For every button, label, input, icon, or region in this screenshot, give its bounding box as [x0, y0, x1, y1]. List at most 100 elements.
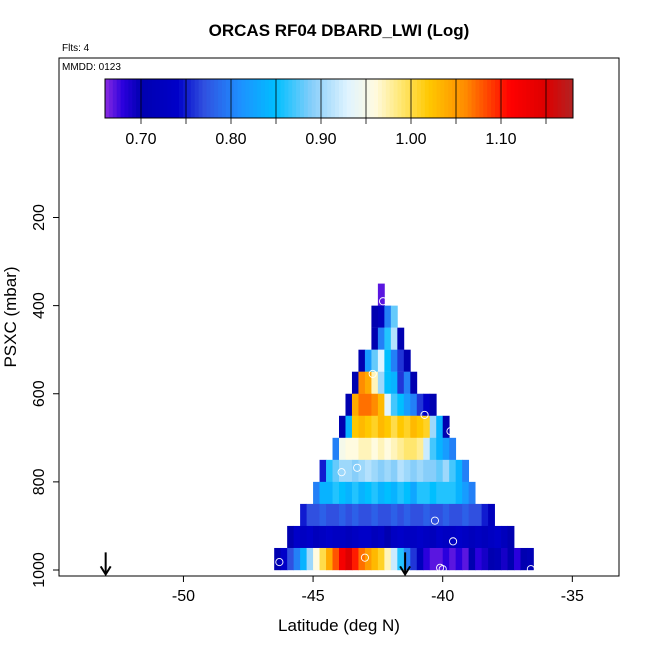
heatmap-cell [410, 371, 418, 394]
heatmap-cell [371, 371, 379, 394]
colorbar-tick-label: 0.90 [305, 131, 336, 148]
heatmap-cell [397, 525, 405, 549]
heatmap-cell [403, 393, 411, 416]
heatmap-cell [488, 547, 495, 571]
heatmap-cell [436, 415, 444, 439]
heatmap-cell [397, 349, 405, 372]
heatmap-cell [390, 305, 398, 328]
colorbar-segment [288, 79, 293, 118]
heatmap-cell [436, 481, 444, 505]
heatmap-cell [410, 503, 418, 527]
colorbar-tick-label: 0.80 [215, 131, 246, 148]
heatmap-cell [319, 547, 327, 571]
colorbar-segment [541, 79, 547, 118]
heatmap-cell [526, 547, 534, 571]
heatmap-cell [501, 547, 508, 571]
heatmap-cell [313, 481, 320, 505]
heatmap-cell [416, 503, 424, 527]
colorbar-segment [514, 79, 519, 118]
colorbar-segment [323, 79, 328, 118]
colorbar-segment [506, 79, 512, 118]
heatmap-cell [358, 459, 366, 483]
colorbar-segment [225, 79, 231, 118]
heatmap-cell [423, 415, 431, 439]
heatmap-cell [377, 327, 385, 350]
heatmap-cell [384, 305, 392, 328]
heatmap-cell [507, 547, 515, 571]
heatmap-cell [462, 481, 470, 505]
heatmap-cell [384, 459, 392, 483]
colorbar-segment [319, 79, 324, 118]
colorbar-segment [190, 79, 196, 118]
colorbar-segment [413, 79, 418, 118]
heatmap-cell [351, 371, 359, 394]
heatmap-cell [377, 437, 385, 461]
colorbar-segment [483, 79, 488, 118]
heatmap-cell [410, 525, 418, 549]
heatmap-cell [371, 393, 379, 416]
colorbar-segment [487, 79, 492, 118]
heatmap-cell [358, 415, 366, 439]
heatmap-cell [442, 547, 450, 571]
heatmap-cell [416, 437, 424, 461]
data-point [337, 468, 346, 477]
colorbar-segment [120, 79, 125, 118]
heatmap-cell [403, 503, 411, 527]
colorbar-segment [518, 79, 523, 118]
heatmap-cell [364, 393, 372, 416]
flight-points [275, 297, 535, 574]
heatmap-cell [390, 371, 398, 394]
colorbar-segment [136, 79, 141, 118]
data-point [521, 532, 530, 542]
heatmap-cell [358, 437, 366, 461]
heatmap-cell [397, 437, 405, 461]
heatmap-cell [319, 481, 327, 505]
heatmap-cell [410, 393, 418, 416]
colorbar-segment [557, 79, 562, 118]
heatmap-cell [455, 525, 463, 549]
heatmap-cell [410, 481, 418, 505]
colorbar-segment [159, 79, 164, 118]
plot-frame [58, 57, 620, 577]
colorbar-segment [456, 79, 461, 118]
colorbar-segment [183, 79, 188, 118]
colorbar-segment [237, 79, 242, 118]
colorbar-segment [315, 79, 320, 118]
heatmap-cell [403, 481, 411, 505]
heatmap-cell [345, 547, 353, 571]
heatmap-cell [345, 393, 353, 416]
heatmap-cell [423, 547, 431, 571]
heatmap-cell [436, 503, 444, 527]
colorbar-segment [303, 79, 309, 118]
colorbar-tick-label: 0.70 [125, 131, 156, 148]
heatmap-cell [364, 503, 372, 527]
heatmap-cell [423, 437, 431, 461]
data-point [353, 463, 362, 472]
colorbar-segment [471, 79, 476, 118]
heatmap-cell [384, 327, 392, 350]
heatmap-cell [339, 525, 346, 549]
x-axis: -50 -45 -40 -35 [172, 576, 584, 605]
heatmap-cell [449, 503, 457, 527]
colorbar-segment [491, 79, 496, 118]
heatmap-cell [468, 481, 476, 505]
heatmap-cell [345, 459, 353, 483]
colorbar-segment [526, 79, 531, 118]
x-tick-label: -50 [172, 588, 195, 605]
heatmap-cell [306, 503, 314, 527]
heatmap-cell [351, 481, 359, 505]
colorbar-segment [311, 79, 317, 118]
heatmap-cell [300, 547, 307, 571]
heatmap-cell [345, 503, 353, 527]
y-tick-label: 800 [31, 468, 48, 495]
heatmap-cell [423, 525, 431, 549]
colorbar-segment [155, 79, 161, 118]
heatmap-cell [397, 393, 405, 416]
heatmap-cell [390, 503, 398, 527]
data-point [368, 369, 377, 378]
colorbar-segment [436, 79, 441, 118]
heatmap-cell [520, 547, 528, 571]
colorbar-segment [381, 79, 387, 118]
down-arrow [399, 552, 411, 577]
heatmap-cell [429, 393, 437, 416]
